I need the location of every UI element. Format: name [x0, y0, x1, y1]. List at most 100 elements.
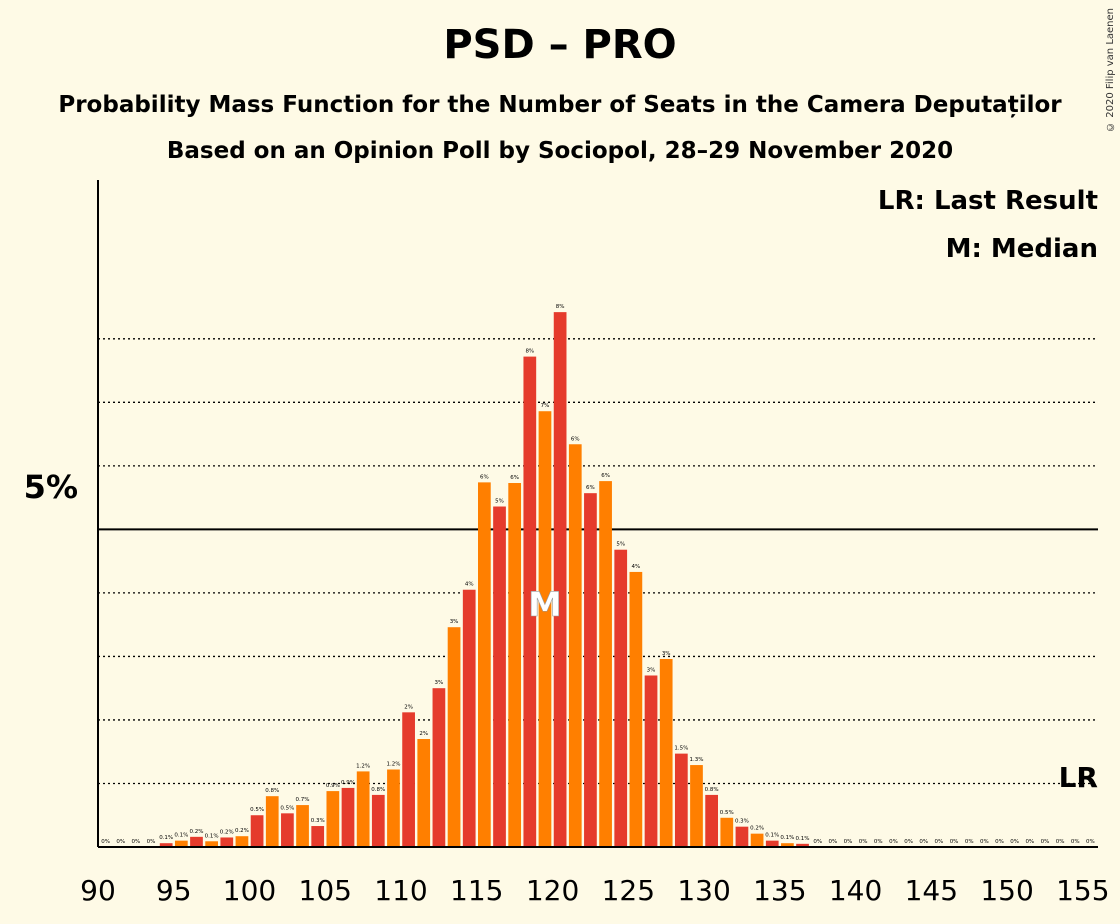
chart-subtitle: Probability Mass Function for the Number…: [58, 92, 1062, 118]
bar-label-108: 0.8%: [371, 787, 385, 793]
bar-129: [690, 765, 703, 847]
bar-label-98: 0.2%: [220, 829, 234, 835]
markers: M LR: [528, 585, 1098, 794]
bar-103: [296, 805, 309, 847]
bar-label-94: 0.1%: [159, 835, 173, 841]
bar-label-101: 0.8%: [265, 788, 279, 794]
bar-label-104: 0.3%: [311, 818, 325, 824]
bar-101: [265, 796, 279, 847]
bar-125: [629, 571, 643, 847]
bar-106: [341, 787, 355, 847]
bar-94: [159, 843, 173, 847]
legend-last-result: LR: Last Result: [878, 186, 1098, 216]
bar-label-120: 8%: [556, 304, 565, 310]
bar-label-137: 0%: [813, 839, 822, 845]
bar-label-147: 0%: [965, 839, 974, 845]
bar-label-143: 0%: [904, 839, 913, 845]
gridlines: [98, 338, 1098, 785]
bar-121: [568, 444, 582, 847]
bar-label-145: 0%: [935, 839, 944, 845]
bar-135: [781, 843, 794, 847]
bars: [159, 312, 809, 847]
bar-label-152: 0%: [1041, 839, 1050, 845]
bar-label-109: 1.2%: [386, 762, 400, 768]
legend-median: M: Median: [946, 234, 1098, 264]
bar-label-96: 0.2%: [189, 829, 203, 835]
bar-96: [190, 836, 203, 847]
bar-114: [462, 589, 476, 847]
bar-112: [432, 688, 446, 847]
last-result-marker: LR: [1059, 761, 1098, 794]
bar-label-154: 0%: [1071, 839, 1080, 845]
bar-label-125: 4%: [632, 564, 641, 570]
bar-label-119: 7%: [541, 403, 550, 409]
bar-label-118: 8%: [525, 349, 534, 355]
bar-label-126: 3%: [647, 667, 656, 673]
bar-label-122: 6%: [586, 485, 595, 491]
bar-label-113: 3%: [450, 619, 459, 625]
x-tick-90: 90: [80, 874, 116, 907]
bar-label-127: 3%: [662, 651, 671, 657]
bar-102: [281, 813, 294, 847]
bar-label-106: 0.9%: [341, 780, 355, 786]
bar-label-99: 0.2%: [235, 828, 249, 834]
x-tick-120: 120: [526, 874, 579, 907]
bar-113: [447, 627, 461, 847]
x-tick-155: 155: [1056, 874, 1109, 907]
bar-label-124: 5%: [616, 542, 625, 548]
bar-133: [750, 833, 764, 847]
x-tick-110: 110: [374, 874, 427, 907]
bar-label-107: 1.2%: [356, 763, 370, 769]
bar-134: [765, 840, 779, 847]
bar-label-105: 0.9%: [326, 783, 340, 789]
bar-label-151: 0%: [1025, 839, 1034, 845]
bar-97: [205, 841, 218, 847]
bar-label-136: 0.1%: [796, 836, 810, 842]
bar-115: [478, 482, 491, 847]
bar-labels: 0% 0% 0% 0%0.1% 0.1%0.2%0.1%0.2% 0.2%0.5%0.8%…: [101, 304, 1095, 845]
bar-label-92: 0%: [132, 839, 141, 845]
x-tick-145: 145: [905, 874, 958, 907]
bar-label-112: 3%: [435, 680, 444, 686]
bar-132: [735, 826, 749, 847]
x-tick-140: 140: [829, 874, 882, 907]
bar-label-146: 0%: [950, 839, 959, 845]
bar-108: [371, 794, 385, 847]
bar-label-139: 0%: [844, 839, 853, 845]
bar-label-144: 0%: [919, 839, 928, 845]
bar-label-111: 2%: [419, 731, 428, 737]
bar-label-149: 0%: [995, 839, 1004, 845]
bar-95: [174, 840, 188, 847]
bar-label-155: 0%: [1086, 839, 1095, 845]
x-tick-130: 130: [677, 874, 730, 907]
bar-118: [523, 356, 537, 847]
bar-label-91: 0%: [116, 839, 125, 845]
bar-label-134: 0.1%: [765, 833, 779, 839]
bar-110: [402, 712, 415, 847]
bar-98: [220, 837, 234, 847]
bar-label-130: 0.8%: [705, 787, 719, 793]
bar-120: [553, 312, 567, 847]
bar-127: [659, 658, 673, 847]
bar-124: [614, 549, 628, 847]
bar-label-114: 4%: [465, 582, 474, 588]
bar-label-90: 0%: [101, 839, 110, 845]
median-marker: M: [528, 585, 562, 625]
bar-label-132: 0.3%: [735, 819, 749, 825]
bar-123: [599, 481, 612, 847]
bar-label-97: 0.1%: [205, 833, 219, 839]
bar-117: [508, 483, 522, 847]
bar-label-135: 0.1%: [780, 835, 794, 841]
bar-label-116: 5%: [495, 499, 504, 505]
chart-subtitle-source: Based on an Opinion Poll by Sociopol, 28…: [166, 138, 954, 164]
bar-label-95: 0.1%: [174, 833, 188, 839]
x-tick-labels: 90 95 100 105 110 115 120 125 130 135 140 145 150 155: [80, 874, 1109, 907]
x-tick-125: 125: [602, 874, 655, 907]
bar-107: [356, 771, 370, 847]
chart-title: PSD – PRO: [443, 22, 677, 68]
x-tick-115: 115: [450, 874, 503, 907]
x-tick-135: 135: [753, 874, 806, 907]
bar-label-153: 0%: [1056, 839, 1065, 845]
bar-label-100: 0.5%: [250, 807, 264, 813]
bar-label-133: 0.2%: [750, 826, 764, 832]
